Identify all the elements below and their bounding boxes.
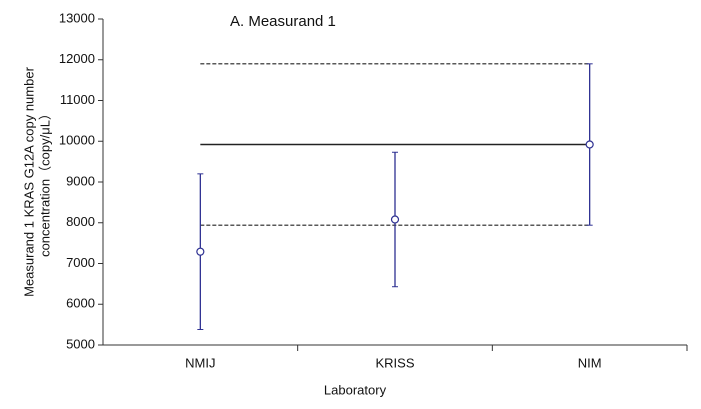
x-tick-label: NMIJ	[185, 355, 215, 370]
y-tick-label: 6000	[66, 296, 95, 311]
y-tick-label: 12000	[59, 51, 95, 66]
point	[390, 215, 400, 224]
y-tick-label: 7000	[66, 255, 95, 270]
y-tick-label: 11000	[60, 92, 95, 107]
x-tick-label: KRISS	[375, 355, 414, 370]
x-axis-label: Laboratory	[324, 382, 387, 397]
chart-title: A. Measurand 1	[230, 13, 336, 30]
point	[196, 247, 205, 256]
y-axis-label: Measurand 1 KRAS G12A copy number	[21, 66, 36, 296]
y-tick-label: 8000	[66, 214, 95, 229]
x-tick-label: NIM	[578, 355, 602, 370]
y-tick-label: 13000	[59, 10, 95, 25]
y-tick-label: 5000	[66, 336, 95, 351]
point	[585, 140, 594, 149]
y-tick-label: 9000	[66, 173, 95, 188]
y-tick-label: 10000	[59, 133, 95, 148]
y-axis-label: concentration（copy/μL）	[37, 107, 52, 257]
